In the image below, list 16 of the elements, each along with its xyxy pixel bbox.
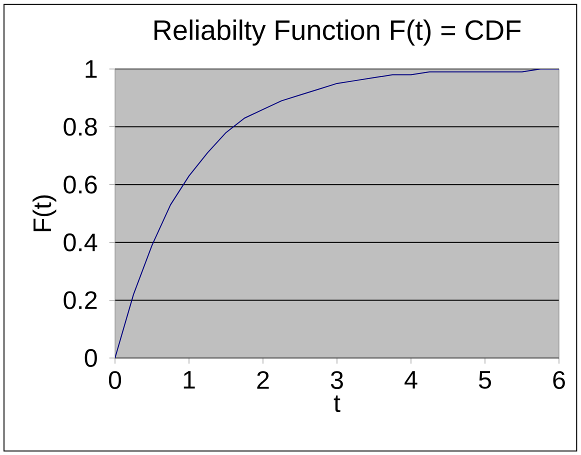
x-tick-label: 4 <box>404 371 418 388</box>
x-tick-label: 0 <box>108 371 122 390</box>
x-tick-label: 6 <box>553 371 565 390</box>
y-tick-label: 0 <box>84 349 97 367</box>
x-tick-label: 5 <box>478 371 491 389</box>
y-tick-label: 0.4 <box>64 233 98 252</box>
x-axis-title: t <box>334 396 340 412</box>
y-tick-label: 0.8 <box>64 118 97 136</box>
y-tick-label: 1 <box>86 60 97 78</box>
y-axis-title: F(t) <box>32 195 56 232</box>
x-tick-label: 1 <box>184 371 195 388</box>
x-tick-label: 3 <box>330 371 343 390</box>
chart-title: Reliabilty Function F(t) = CDF <box>154 20 521 46</box>
x-tick-label: 2 <box>257 371 269 389</box>
y-tick-label: 0.2 <box>64 291 97 310</box>
y-tick-label: 0.6 <box>64 176 97 194</box>
